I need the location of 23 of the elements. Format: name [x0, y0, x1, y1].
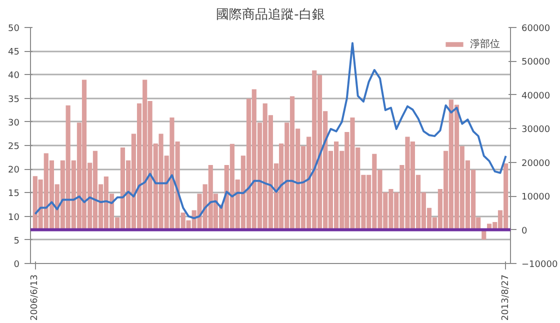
legend-label: 淨部位: [470, 38, 500, 51]
y2-tick-label: 30000: [522, 125, 550, 136]
y-tick-label: 0: [14, 260, 20, 270]
y2-tick-label: 40000: [522, 91, 550, 102]
y2-tick-label: 50000: [522, 58, 550, 68]
y-tick-label: 25: [8, 142, 20, 152]
y2-tick-label: 0: [522, 226, 528, 236]
y-tick-label: 10: [8, 212, 20, 223]
y2-tick-label: 20000: [522, 158, 550, 169]
y-tick-label: 45: [8, 48, 20, 58]
y2-tick-label: 60000: [522, 24, 550, 34]
x-tick-label: 2006/6/13: [30, 274, 40, 321]
y2-tick-label: 10000: [522, 192, 550, 203]
y-tick-label: 15: [8, 189, 20, 200]
y2-tick-label: −10000: [522, 260, 558, 270]
y-tick-label: 5: [14, 236, 20, 246]
y-tick-label: 50: [8, 24, 20, 34]
y-tick-label: 35: [8, 94, 20, 105]
x-tick-label: 2013/8/27: [500, 274, 511, 321]
y-tick-label: 30: [8, 118, 20, 128]
y-tick-label: 40: [8, 71, 20, 82]
chart-title: 國際商品追蹤-白銀: [216, 8, 325, 22]
y-tick-label: 20: [8, 166, 20, 176]
